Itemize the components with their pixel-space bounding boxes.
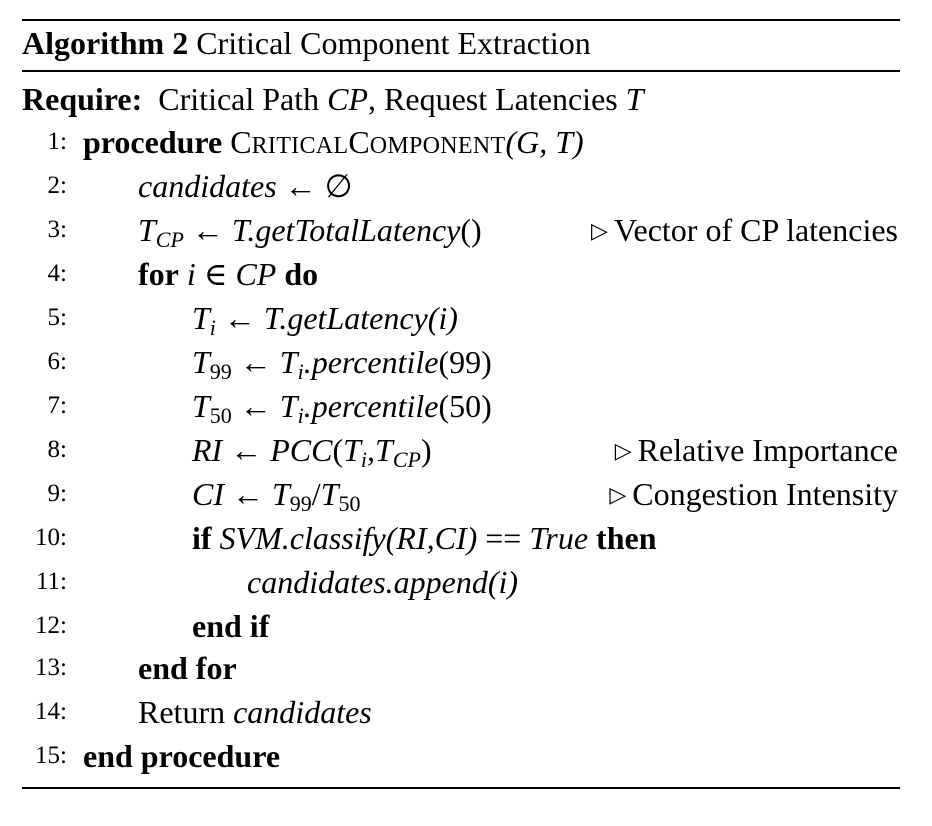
line-number: 15:: [35, 742, 67, 769]
algorithm-line-12: 12: end if: [0, 604, 932, 648]
line-number: 4:: [47, 260, 67, 287]
procedure-args: (G, T): [505, 124, 584, 160]
keyword-procedure: procedure: [83, 124, 223, 160]
require-t: T: [625, 81, 644, 117]
line-code: end if: [192, 608, 270, 644]
line-comment: ▷ Vector of CP latencies: [591, 212, 898, 248]
line-number: 6:: [47, 348, 67, 375]
algorithm-line-2: 2: candidates ← ∅: [0, 164, 932, 208]
algorithm-line-1: 1: procedure CRITICALCOMPONENT(G, T): [0, 120, 932, 164]
line-code: candidates.append(i): [247, 564, 519, 600]
require-text-1: Critical Path: [158, 81, 320, 117]
algorithm-line-13: 13: end for: [0, 646, 932, 690]
line-number: 2:: [47, 172, 67, 199]
algorithm-title: Critical Component Extraction: [196, 25, 591, 61]
line-code: candidates ← ∅: [138, 168, 353, 204]
line-number: 3:: [47, 216, 67, 243]
bottom-rule: [22, 787, 900, 789]
require-label: Require:: [22, 81, 143, 117]
line-number: 8:: [47, 436, 67, 463]
line-number: 13:: [35, 654, 67, 681]
line-code: Ti ← T.getLatency(i): [192, 300, 458, 340]
line-comment: ▷ Congestion Intensity: [609, 476, 898, 512]
require-cp: CP: [327, 81, 369, 117]
comment-triangle-icon: ▷: [614, 438, 632, 463]
line-number: 7:: [47, 392, 67, 419]
algorithm-line-4: 4: for i ∈ CP do: [0, 252, 932, 296]
caption-rule: [22, 70, 900, 72]
line-code: end for: [138, 650, 237, 686]
line-number: 11:: [35, 568, 67, 595]
line-code: Return candidates: [138, 694, 372, 730]
line-code: T50 ← Ti.percentile(50): [192, 388, 492, 428]
line-number: 14:: [35, 698, 67, 725]
line-number: 1:: [47, 128, 67, 155]
line-number: 12:: [35, 612, 67, 639]
algorithm-line-10: 10: if SVM.classify(RI,CI) == True then: [0, 516, 932, 560]
algorithm-line-5: 5: Ti ← T.getLatency(i): [0, 296, 932, 340]
algorithm-line-7: 7: T50 ← Ti.percentile(50): [0, 384, 932, 428]
line-code: end procedure: [83, 738, 281, 774]
line-code: T99 ← Ti.percentile(99): [192, 344, 492, 384]
algorithm-label: Algorithm 2: [22, 25, 189, 61]
algorithm-line-11: 11: candidates.append(i): [0, 560, 932, 604]
algorithm-line-9: 9: CI ← T99/T50 ▷ Congestion Intensity: [0, 472, 932, 516]
line-number: 9:: [47, 480, 67, 507]
line-comment: ▷ Relative Importance: [614, 432, 898, 468]
top-rule: [22, 19, 900, 21]
line-code: if SVM.classify(RI,CI) == True then: [192, 520, 657, 556]
line-number: 5:: [47, 304, 67, 331]
line-code: TCP ← T.getTotalLatency(): [138, 212, 482, 252]
comment-triangle-icon: ▷: [591, 218, 608, 243]
require-line: Require: Critical Path CP, Request Laten…: [22, 79, 644, 119]
algorithm-caption: Algorithm 2 Critical Component Extractio…: [22, 23, 591, 63]
line-number: 10:: [35, 524, 67, 551]
algorithm-line-15: 15: end procedure: [0, 734, 932, 778]
line-code: CI ← T99/T50: [192, 476, 361, 516]
line-code: procedure CRITICALCOMPONENT(G, T): [83, 120, 584, 168]
algorithm-line-8: 8: RI ← PCC(Ti,TCP) ▷ Relative Importance: [0, 428, 932, 472]
algorithm-line-14: 14: Return candidates: [0, 690, 932, 734]
algorithm-line-6: 6: T99 ← Ti.percentile(99): [0, 340, 932, 384]
algorithm-line-3: 3: TCP ← T.getTotalLatency() ▷ Vector of …: [0, 208, 932, 252]
line-code: RI ← PCC(Ti,TCP): [192, 432, 432, 472]
procedure-name: CRITICALCOMPONENT: [230, 124, 506, 160]
line-code: for i ∈ CP do: [138, 256, 319, 292]
require-text-2: , Request Latencies: [368, 81, 618, 117]
comment-triangle-icon: ▷: [609, 482, 627, 507]
